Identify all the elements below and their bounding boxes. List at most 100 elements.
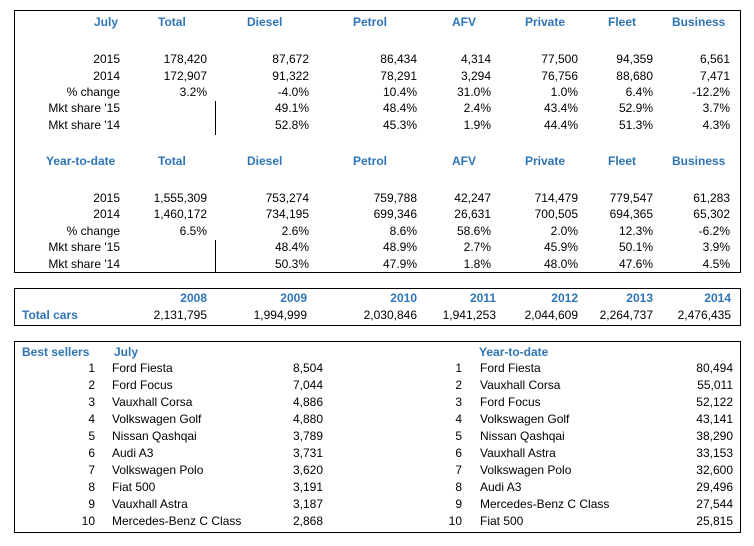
best-seller-model: Nissan Qashqai	[112, 429, 197, 443]
july-cell: -4.0%	[277, 85, 309, 99]
best-seller-model: Ford Fiesta	[480, 361, 541, 375]
ytd-cell: 699,346	[373, 207, 417, 221]
july-row-label: % change	[66, 85, 120, 99]
best-seller-model: Audi A3	[480, 480, 522, 494]
ytd-header-6: Fleet	[608, 154, 637, 168]
best-seller-units: 3,191	[292, 480, 323, 494]
best-seller-model: Vauxhall Corsa	[480, 378, 561, 392]
best-seller-units: 38,290	[696, 429, 733, 443]
july-cell: 4,314	[460, 52, 491, 66]
best-seller-model: Vauxhall Corsa	[112, 395, 193, 409]
best-seller-rank: 10	[448, 514, 462, 528]
ytd-cell: 2.6%	[281, 224, 309, 238]
july-cell: 31.0%	[456, 85, 491, 99]
best-seller-model: Audi A3	[112, 446, 154, 460]
ytd-cell: 65,302	[693, 207, 730, 221]
sales-summary-box: July Total Diesel Petrol AFV Private Fleet Busi…	[14, 10, 741, 273]
july-row-label: 2014	[93, 69, 120, 83]
ytd-cell: 12.3%	[618, 224, 653, 238]
july-row-label: Mkt share '14	[48, 118, 120, 132]
ytd-cell: 48.0%	[543, 257, 578, 271]
july-cell: 78,291	[380, 69, 417, 83]
ytd-row-label: 2014	[93, 207, 120, 221]
ytd-cell: 779,547	[609, 191, 653, 205]
ytd-header-7: Business	[672, 154, 726, 168]
ytd-header-0: Year-to-date	[46, 154, 116, 168]
july-cell: 6.4%	[625, 85, 653, 99]
july-cell: 52.9%	[618, 101, 653, 115]
best-seller-rank: 10	[81, 514, 95, 528]
year-header: 2011	[469, 291, 496, 305]
best-seller-rank: 7	[455, 463, 462, 477]
best-seller-units: 32,600	[696, 463, 733, 477]
best-seller-units: 3,620	[292, 463, 323, 477]
ytd-header-2: Diesel	[247, 154, 283, 168]
best-seller-rank: 9	[88, 497, 95, 511]
total-cars-value: 2,030,846	[363, 308, 417, 322]
ytd-cell: 694,365	[609, 207, 653, 221]
july-cell: 86,434	[380, 52, 417, 66]
july-header-3: Petrol	[353, 15, 388, 29]
ytd-row-label: % change	[66, 224, 120, 238]
ytd-cell: 42,247	[454, 191, 491, 205]
ytd-cell: 47.9%	[382, 257, 417, 271]
ytd-row-label: Mkt share '15	[48, 240, 120, 254]
ytd-cell: 8.6%	[389, 224, 417, 238]
ytd-cell: 734,195	[265, 207, 309, 221]
total-column-divider-ytd	[215, 240, 216, 273]
best-seller-rank: 4	[88, 412, 95, 426]
best-seller-rank: 6	[88, 446, 95, 460]
july-cell: 91,322	[272, 69, 309, 83]
ytd-row-label: 2015	[93, 191, 120, 205]
july-cell: 7,471	[699, 69, 730, 83]
year-header: 2008	[180, 291, 207, 305]
best-sellers-box: Best sellers July Year-to-date 1 Ford Fie…	[14, 341, 741, 533]
best-seller-units: 3,187	[292, 497, 323, 511]
best-seller-rank: 1	[88, 361, 95, 375]
ytd-cell: 50.3%	[274, 257, 309, 271]
year-header: 2013	[626, 291, 653, 305]
ytd-best-sellers-title: Year-to-date	[479, 345, 549, 359]
july-cell: 6,561	[699, 52, 730, 66]
best-seller-units: 4,880	[292, 412, 323, 426]
best-seller-units: 33,153	[696, 446, 733, 460]
july-header-5: Private	[525, 15, 566, 29]
best-seller-units: 55,011	[697, 378, 733, 392]
best-seller-units: 2,868	[292, 514, 323, 528]
july-cell: 52.8%	[274, 118, 309, 132]
best-seller-model: Vauxhall Astra	[112, 497, 188, 511]
july-best-sellers-title: July	[114, 345, 139, 359]
ytd-cell: 753,274	[265, 191, 309, 205]
best-seller-rank: 8	[88, 480, 95, 494]
best-seller-model: Volkswagen Polo	[480, 463, 572, 477]
july-header-1: Total	[158, 15, 186, 29]
best-seller-model: Volkswagen Polo	[112, 463, 204, 477]
best-seller-units: 8,504	[292, 361, 323, 375]
best-seller-model: Ford Focus	[112, 378, 173, 392]
best-seller-model: Vauxhall Astra	[480, 446, 556, 460]
july-row-label: Mkt share '15	[48, 101, 120, 115]
total-cars-value: 1,941,253	[442, 308, 496, 322]
best-sellers-title: Best sellers	[22, 345, 90, 359]
best-seller-rank: 5	[88, 429, 95, 443]
ytd-cell: 714,479	[534, 191, 578, 205]
best-seller-rank: 3	[455, 395, 462, 409]
best-seller-rank: 8	[455, 480, 462, 494]
july-cell: 1.0%	[550, 85, 578, 99]
best-seller-rank: 7	[88, 463, 95, 477]
best-seller-units: 3,789	[292, 429, 323, 443]
july-cell: 76,756	[541, 69, 578, 83]
total-cars-value: 2,044,609	[524, 308, 578, 322]
ytd-cell: 2.7%	[463, 240, 491, 254]
best-seller-rank: 2	[455, 378, 462, 392]
july-cell: 94,359	[616, 52, 653, 66]
total-cars-value: 2,131,795	[153, 308, 207, 322]
best-seller-units: 4,886	[292, 395, 323, 409]
year-header: 2014	[704, 291, 731, 305]
best-seller-model: Fiat 500	[480, 514, 524, 528]
ytd-cell: 3.9%	[702, 240, 730, 254]
total-cars-value: 2,264,737	[599, 308, 653, 322]
july-row-label: 2015	[93, 52, 120, 66]
ytd-cell: 700,505	[534, 207, 578, 221]
best-seller-units: 80,494	[696, 361, 733, 375]
